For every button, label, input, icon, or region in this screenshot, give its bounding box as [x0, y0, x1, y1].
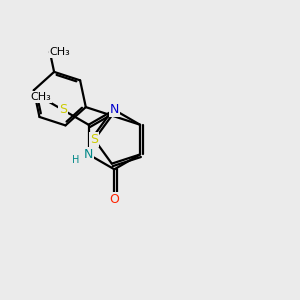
Text: O: O: [110, 193, 119, 206]
Text: S: S: [90, 133, 98, 146]
Text: N: N: [110, 103, 119, 116]
Text: S: S: [59, 103, 67, 116]
Text: H: H: [72, 155, 80, 165]
Text: CH₃: CH₃: [50, 47, 70, 57]
Text: CH₃: CH₃: [31, 92, 51, 102]
Text: N: N: [84, 148, 93, 161]
